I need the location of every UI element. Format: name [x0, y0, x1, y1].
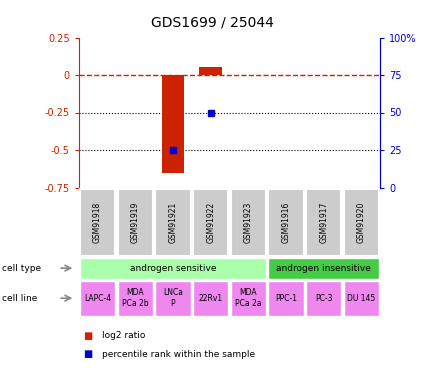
Text: ■: ■: [83, 350, 92, 359]
Text: GSM91917: GSM91917: [319, 201, 328, 243]
Text: cell line: cell line: [2, 294, 37, 303]
Text: PC-3: PC-3: [315, 294, 332, 303]
Text: cell type: cell type: [2, 264, 41, 273]
Text: LAPC-4: LAPC-4: [84, 294, 111, 303]
Text: LNCa
P: LNCa P: [163, 288, 183, 308]
Text: 22Rv1: 22Rv1: [198, 294, 223, 303]
Text: ■: ■: [83, 331, 92, 340]
Bar: [199, 67, 222, 75]
Text: percentile rank within the sample: percentile rank within the sample: [102, 350, 255, 359]
Text: PPC-1: PPC-1: [275, 294, 297, 303]
Text: MDA
PCa 2a: MDA PCa 2a: [235, 288, 262, 308]
Text: DU 145: DU 145: [347, 294, 376, 303]
Text: androgen insensitive: androgen insensitive: [276, 264, 371, 273]
Text: GSM91921: GSM91921: [168, 202, 177, 243]
Text: MDA
PCa 2b: MDA PCa 2b: [122, 288, 148, 308]
Text: GSM91919: GSM91919: [131, 201, 140, 243]
Text: log2 ratio: log2 ratio: [102, 331, 145, 340]
Bar: [162, 75, 184, 172]
Text: GSM91920: GSM91920: [357, 201, 366, 243]
Text: GSM91918: GSM91918: [93, 202, 102, 243]
Text: androgen sensitive: androgen sensitive: [130, 264, 216, 273]
Text: GSM91922: GSM91922: [206, 202, 215, 243]
Text: GSM91916: GSM91916: [282, 201, 291, 243]
Text: GSM91923: GSM91923: [244, 201, 253, 243]
Text: GDS1699 / 25044: GDS1699 / 25044: [151, 15, 274, 29]
